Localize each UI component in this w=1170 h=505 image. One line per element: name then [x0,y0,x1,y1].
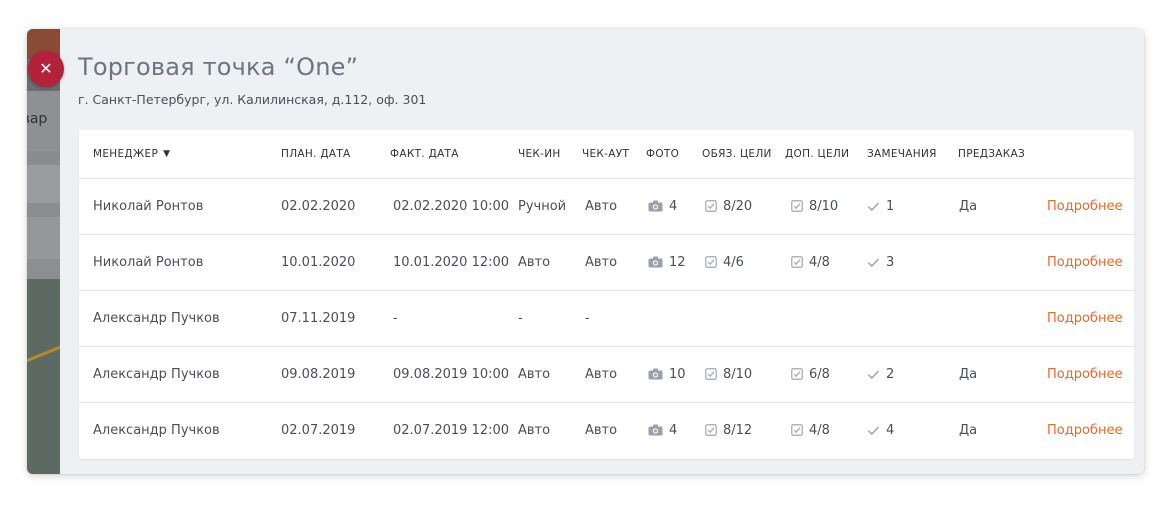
close-button[interactable]: ✕ [28,51,64,87]
camera-icon [648,424,663,440]
cell-check-in: Авто [518,255,551,270]
cell-plan-date: 02.02.2020 [281,199,356,214]
cell-check-out: Авто [585,367,618,382]
cell-manager: Николай Ронтов [93,199,204,214]
checkmark-icon [867,201,880,216]
table-row: Николай Ронтов 10.01.2020 10.01.2020 12:00… [79,235,1134,291]
cell-check-out: Авто [585,255,618,270]
checkbox-icon [705,200,717,216]
camera-icon [648,256,663,272]
table-row: Александр Пучков 07.11.2019 - - - Подробнее [79,291,1134,347]
cell-check-in: Ручной [518,199,567,214]
cell-remarks: 3 [867,255,894,272]
cell-remarks: 2 [867,367,894,384]
cell-plan-date: 10.01.2020 [281,255,356,270]
details-link[interactable]: Подробнее [1047,423,1123,438]
cell-fact-date: - [393,311,398,326]
cell-check-out: - [585,311,590,326]
cell-manager: Александр Пучков [93,311,220,326]
store-address: г. Санкт-Петербург, ул. Калилинская, д.1… [78,92,427,107]
details-link[interactable]: Подробнее [1047,255,1123,270]
details-link[interactable]: Подробнее [1047,199,1123,214]
header-check-out: Чек-аут [582,148,630,160]
details-link[interactable]: Подробнее [1047,311,1123,326]
camera-icon [648,200,663,216]
cell-extra-goals: 4/8 [791,255,830,272]
checkbox-icon [791,256,803,272]
cell-mandatory-goals: 4/6 [705,255,744,272]
checkbox-icon [791,424,803,440]
cell-extra-goals: 4/8 [791,423,830,440]
cell-fact-date: 10.01.2020 12:00 [393,255,510,270]
checkmark-icon [867,425,880,440]
checkbox-icon [705,256,717,272]
table-row: Николай Ронтов 02.02.2020 02.02.2020 10:00… [79,179,1134,235]
header-check-in: Чек-ин [518,148,561,160]
cell-extra-goals: 8/10 [791,199,838,216]
cell-photos: 4 [648,423,677,440]
cell-mandatory-goals: 8/12 [705,423,752,440]
cell-check-out: Авто [585,423,618,438]
modal-frame: овар Торговая точка “One” г. Санкт-Петер… [27,29,1144,474]
checkmark-icon [867,257,880,272]
table-header: Менеджер ▼ План. дата Факт. дата Чек-ин Ч… [79,130,1134,179]
cell-plan-date: 02.07.2019 [281,423,356,438]
cell-manager: Александр Пучков [93,423,220,438]
cell-preorder: Да [959,367,978,382]
camera-icon [648,368,663,384]
table-row: Александр Пучков 02.07.2019 02.07.2019 12:… [79,403,1134,458]
header-manager[interactable]: Менеджер ▼ [93,148,171,160]
cell-remarks: 1 [867,199,894,216]
checkmark-icon [867,369,880,384]
cell-plan-date: 09.08.2019 [281,367,356,382]
cell-fact-date: 02.02.2020 10:00 [393,199,510,214]
header-photo: Фото [646,148,680,160]
details-link[interactable]: Подробнее [1047,367,1123,382]
cell-photos: 4 [648,199,677,216]
header-mandatory-goals: Обяз. цели [702,148,772,160]
cell-fact-date: 02.07.2019 12:00 [393,423,510,438]
background-map [27,279,60,474]
cell-check-in: - [518,311,523,326]
visits-table: Менеджер ▼ План. дата Факт. дата Чек-ин Ч… [79,130,1134,459]
background-text-fragment: овар [27,111,48,127]
header-fact-date: Факт. дата [390,148,459,160]
header-remarks: Замечания [867,148,937,160]
page-title: Торговая точка “One” [78,53,359,81]
background-page: овар [27,29,60,474]
cell-mandatory-goals: 8/10 [705,367,752,384]
chevron-down-icon: ▼ [163,149,171,159]
cell-manager: Николай Ронтов [93,255,204,270]
header-extra-goals: Доп. цели [785,148,850,160]
cell-remarks: 4 [867,423,894,440]
cell-preorder: Да [959,199,978,214]
cell-photos: 12 [648,255,686,272]
cell-extra-goals: 6/8 [791,367,830,384]
header-plan-date: План. дата [281,148,351,160]
checkbox-icon [705,368,717,384]
cell-fact-date: 09.08.2019 10:00 [393,367,510,382]
checkbox-icon [705,424,717,440]
cell-mandatory-goals: 8/20 [705,199,752,216]
checkbox-icon [791,200,803,216]
cell-plan-date: 07.11.2019 [281,311,356,326]
cell-manager: Александр Пучков [93,367,220,382]
header-preorder: Предзаказ [958,148,1026,160]
cell-preorder: Да [959,423,978,438]
cell-check-in: Авто [518,423,551,438]
checkbox-icon [791,368,803,384]
cell-photos: 10 [648,367,686,384]
store-details-panel: Торговая точка “One” г. Санкт-Петербург,… [60,29,1144,474]
close-icon: ✕ [39,59,53,78]
cell-check-in: Авто [518,367,551,382]
table-row: Александр Пучков 09.08.2019 09.08.2019 10:… [79,347,1134,403]
cell-check-out: Авто [585,199,618,214]
